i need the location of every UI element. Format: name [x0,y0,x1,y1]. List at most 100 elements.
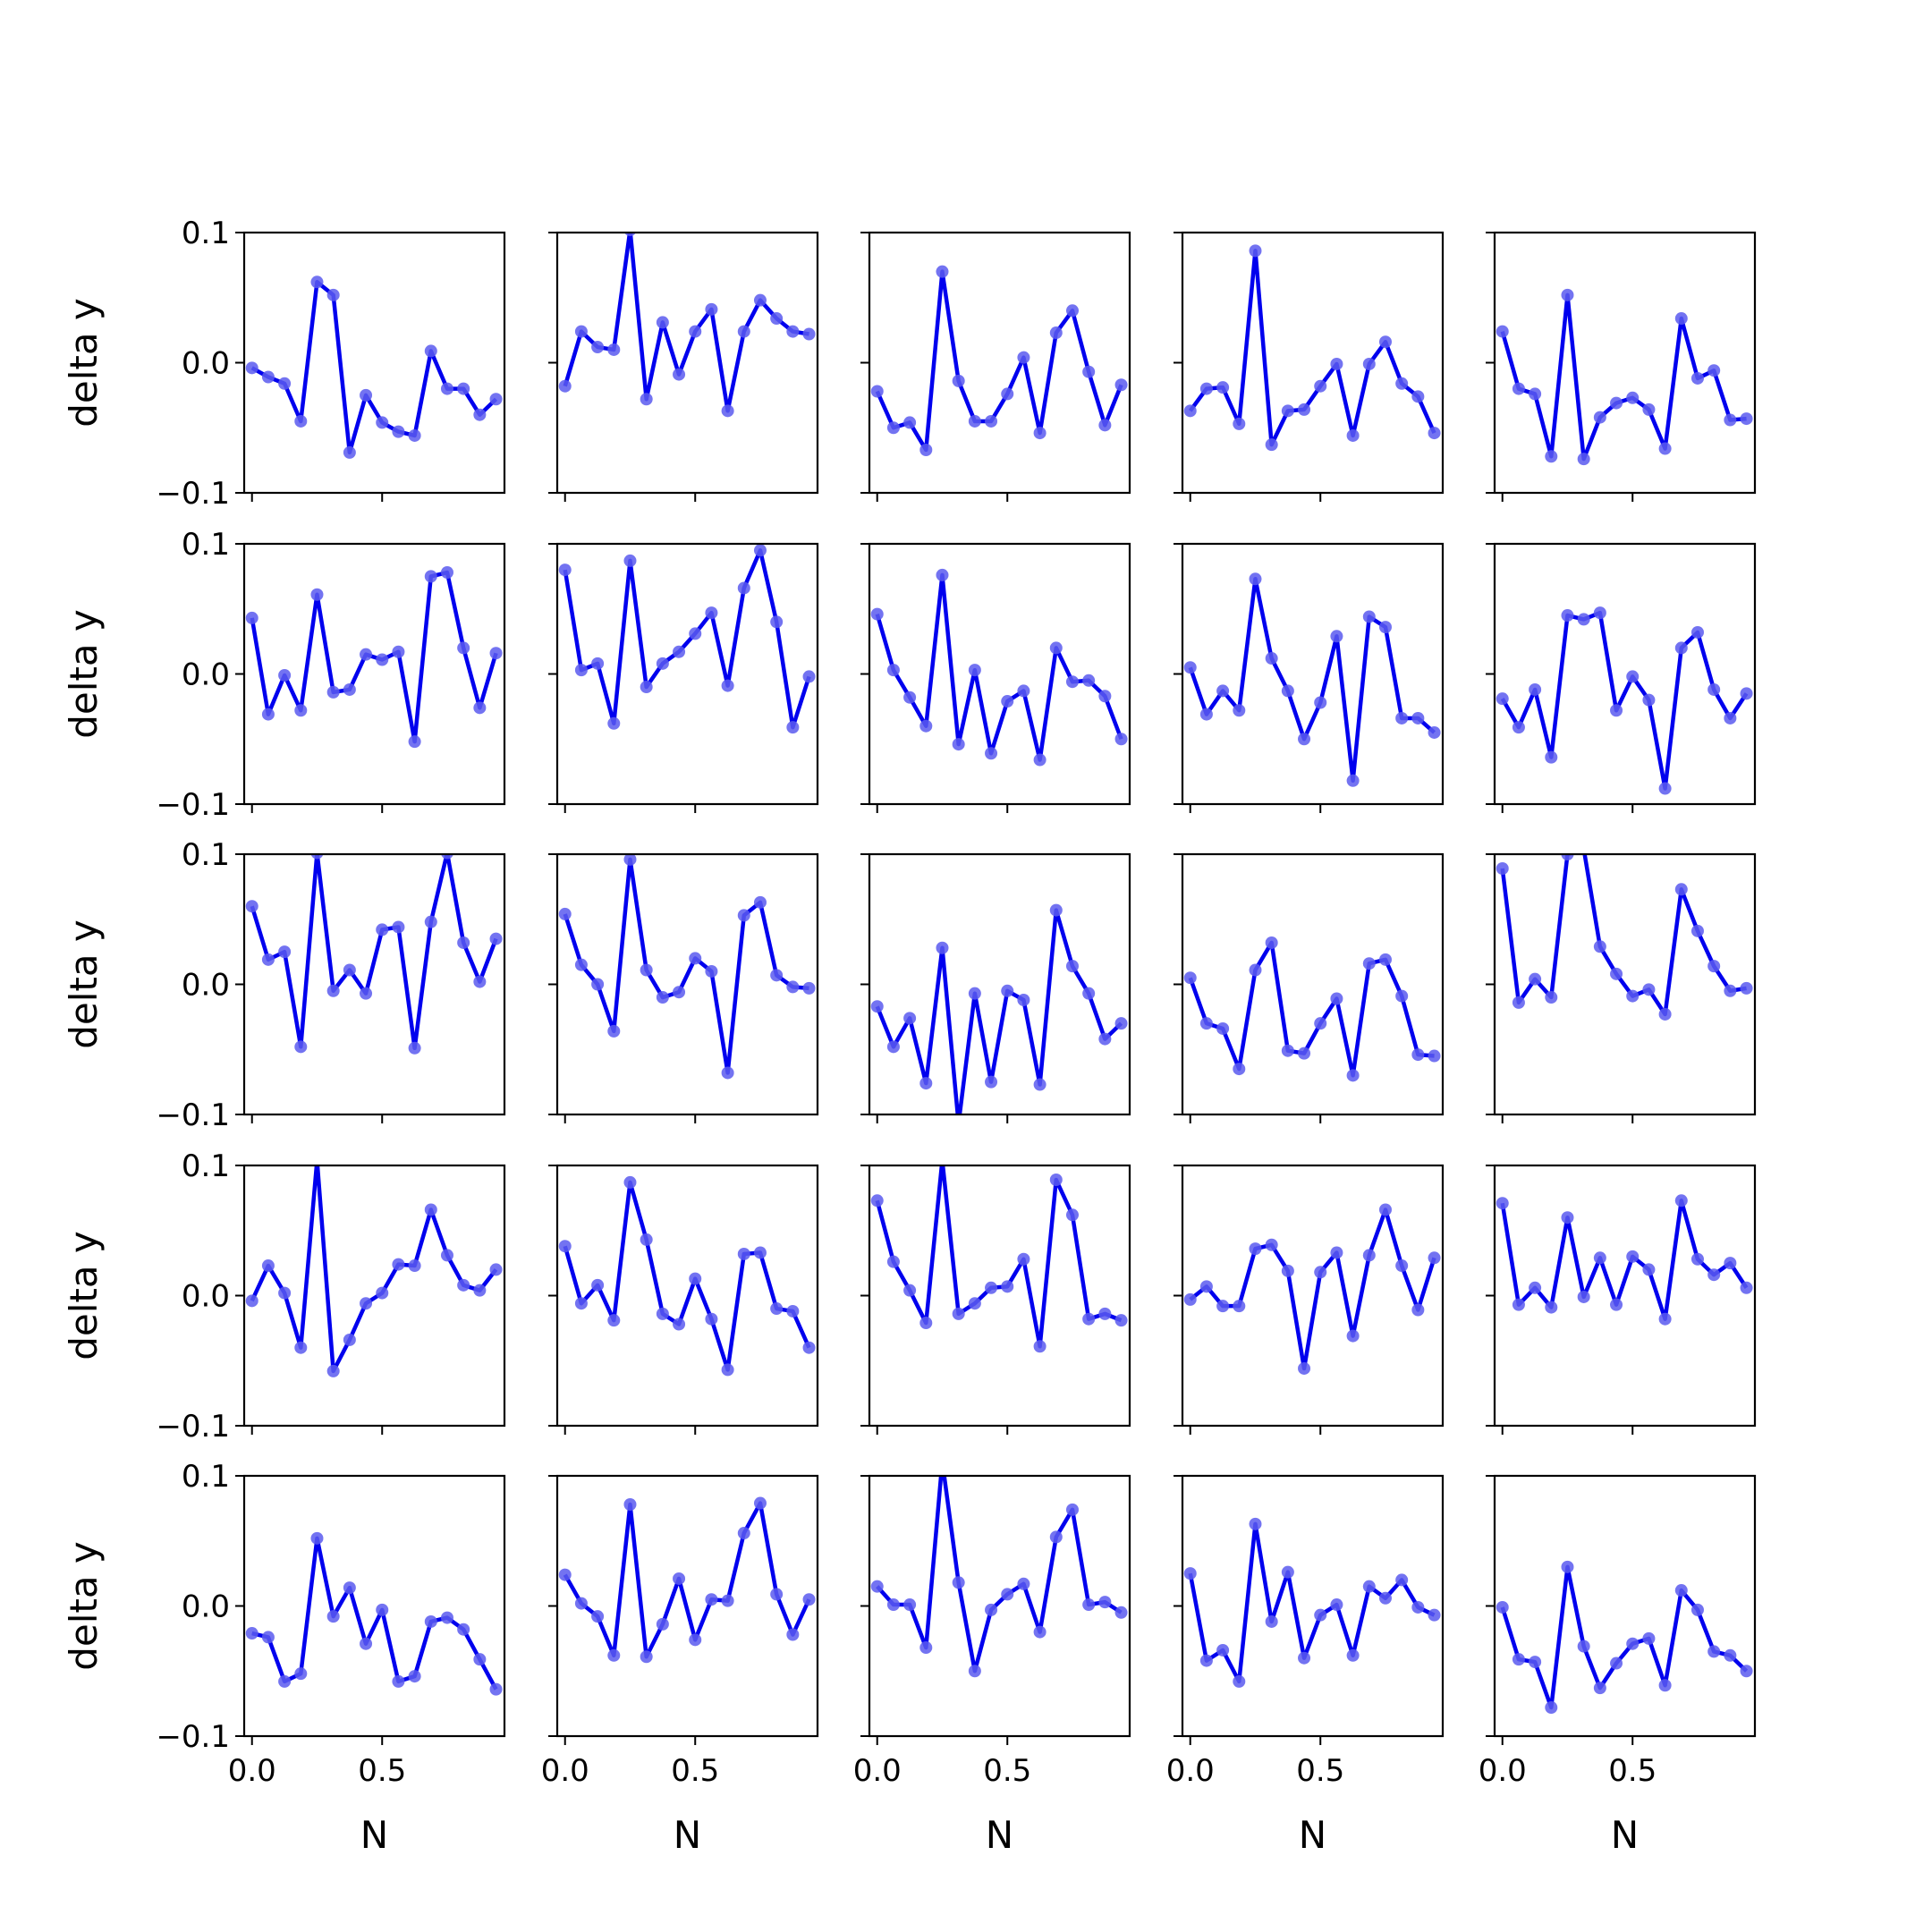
data-point [802,327,816,341]
data-point [1561,288,1574,301]
axes-frame [1493,1164,1757,1428]
data-point [1674,641,1688,655]
data-point [1330,1246,1343,1259]
subplot-1-3 [860,231,1131,502]
data-point [440,382,453,395]
series-group [870,1165,1128,1353]
data-point [558,907,572,920]
data-point [689,1633,702,1647]
y-axis-label: delta y [62,609,106,739]
data-point [1626,670,1640,683]
series-line [563,1501,811,1659]
data-point [1183,1567,1197,1580]
axes-frame [555,542,819,806]
series-group [245,1531,503,1696]
data-point [1690,924,1704,937]
series-line [1500,610,1749,791]
data-point [1330,357,1343,370]
data-point [936,265,949,278]
data-point [903,691,917,704]
data-point [376,416,389,429]
data-point [591,341,605,354]
data-point [1378,953,1392,966]
data-point [802,670,816,683]
series-line [250,1165,498,1374]
data-point [737,1527,750,1540]
series-line [876,1476,1123,1674]
data-point [489,932,503,945]
data-point [1411,390,1425,403]
data-point [360,648,373,661]
data-point [1098,1596,1112,1609]
data-point [919,1641,933,1655]
data-point [721,404,734,418]
data-point [1740,1665,1753,1678]
data-point [1740,687,1753,700]
data-point [392,645,405,658]
data-point [689,627,702,640]
series-group [1183,1517,1441,1688]
data-point [392,425,405,438]
axes-frame [1181,1474,1445,1738]
subplot-2-2 [548,542,819,813]
data-point [1378,335,1392,349]
data-point [1249,1517,1262,1530]
data-point [574,325,588,338]
data-point [376,1603,389,1616]
data-point [1233,1063,1246,1076]
axes-frame [242,852,506,1116]
axes-frame [1181,1164,1445,1428]
data-point [919,1077,933,1090]
data-point [607,716,621,730]
data-point [870,607,884,621]
data-point [489,1682,503,1696]
axes-frame [1181,852,1445,1116]
data-point [1378,621,1392,634]
series-line [563,1180,811,1372]
data-point [1001,984,1014,997]
subplot-1-2 [548,231,819,502]
data-point [737,1247,750,1260]
data-point [903,416,917,429]
data-point [558,379,572,393]
data-point [623,854,637,866]
data-point [1512,1298,1525,1311]
axes-frame [1493,231,1757,495]
data-point [786,325,800,338]
data-point [656,657,669,670]
data-point [376,653,389,666]
data-point [1065,960,1079,973]
data-point [1674,1194,1688,1208]
y-tick-label: −0.1 [156,1719,230,1755]
data-point [343,1581,356,1595]
data-point [1529,1656,1542,1669]
series-group [1496,854,1753,1021]
data-point [1707,960,1721,973]
data-point [640,1650,653,1664]
data-point [1330,630,1343,643]
data-point [1626,1250,1640,1263]
data-point [802,1593,816,1606]
data-point [705,1593,718,1606]
data-point [1545,1301,1558,1314]
subplot-3-3 [860,852,1131,1123]
y-axis-label: delta y [62,1541,106,1671]
data-point [623,554,637,567]
x-tick-label: 0.0 [1166,1753,1215,1789]
y-tick-label: 0.0 [182,1589,230,1625]
data-point [1610,704,1623,717]
data-point [673,368,686,381]
data-point [1545,1700,1558,1714]
y-tick-label: −0.1 [156,1097,230,1133]
data-point [376,923,389,936]
data-point [558,1240,572,1253]
data-point [786,1628,800,1641]
y-tick-label: −0.1 [156,787,230,823]
data-point [721,679,734,692]
data-point [1690,1603,1704,1616]
data-point [1114,733,1128,746]
data-point [607,1314,621,1327]
subplot-4-4 [1174,1164,1445,1435]
data-point [574,664,588,677]
